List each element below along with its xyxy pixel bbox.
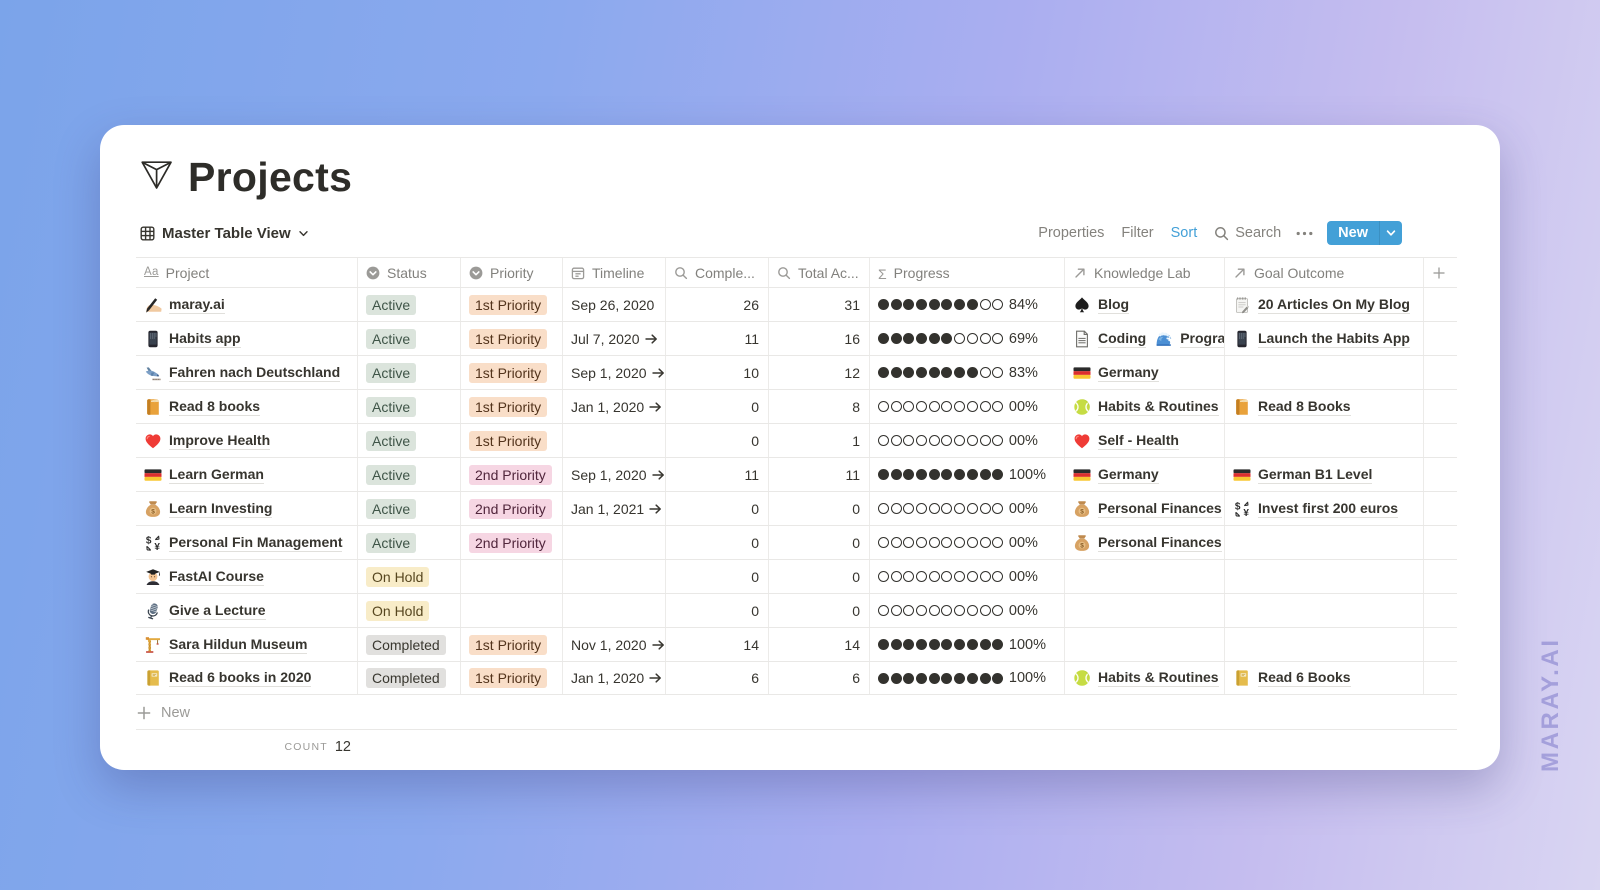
svg-text:$: $ xyxy=(146,535,152,546)
svg-text:¥: ¥ xyxy=(154,542,160,552)
svg-text:¥: ¥ xyxy=(1243,508,1249,518)
svg-text:$: $ xyxy=(1080,508,1084,515)
svg-text:$: $ xyxy=(151,508,155,515)
svg-text:$: $ xyxy=(1080,542,1084,549)
svg-text:$: $ xyxy=(1235,501,1241,512)
